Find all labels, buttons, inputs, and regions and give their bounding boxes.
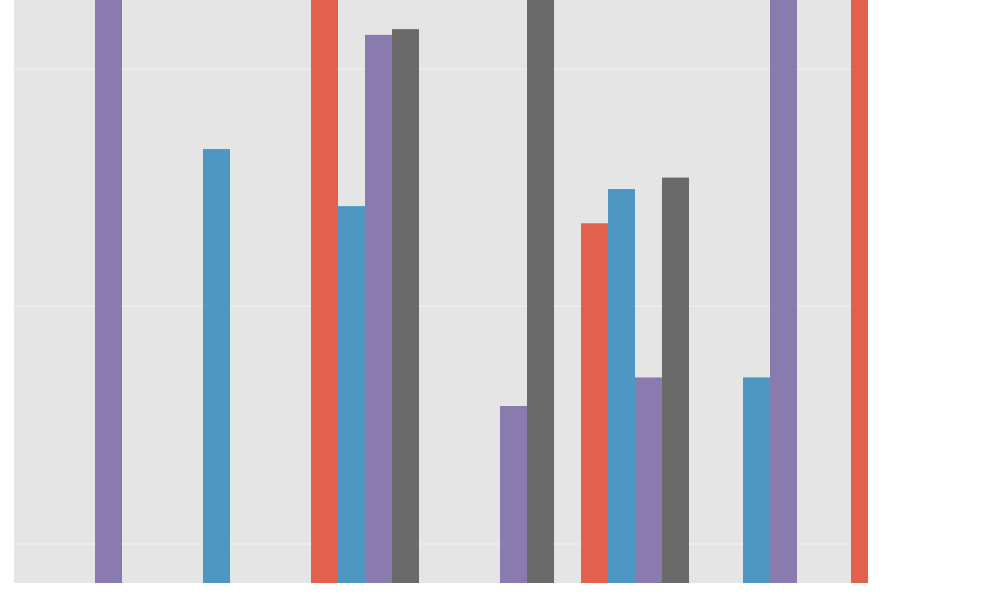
bar-group-0-series-2 (95, 0, 122, 583)
bar-group-3-series-3 (527, 0, 554, 583)
bar-group-2-series-0 (311, 0, 338, 583)
bar-group-4-series-1 (608, 189, 635, 583)
bar-group-2-series-2 (365, 34, 392, 583)
bar-group-5-series-2 (770, 0, 797, 583)
bars (95, 0, 868, 583)
bar-group-1-series-1 (203, 149, 230, 583)
bar-group-4-series-0 (581, 223, 608, 583)
bar-group-3-series-2 (500, 405, 527, 583)
bar-group-5-series-1 (743, 377, 770, 583)
bar-group-4-series-3 (662, 177, 689, 583)
bar-group-4-series-2 (635, 377, 662, 583)
plot-background (14, 0, 868, 583)
bar-group-2-series-1 (338, 206, 365, 583)
bar-group-6-series-0 (851, 0, 868, 583)
bar-group-2-series-3 (392, 29, 419, 583)
grid-lines (14, 68, 868, 545)
